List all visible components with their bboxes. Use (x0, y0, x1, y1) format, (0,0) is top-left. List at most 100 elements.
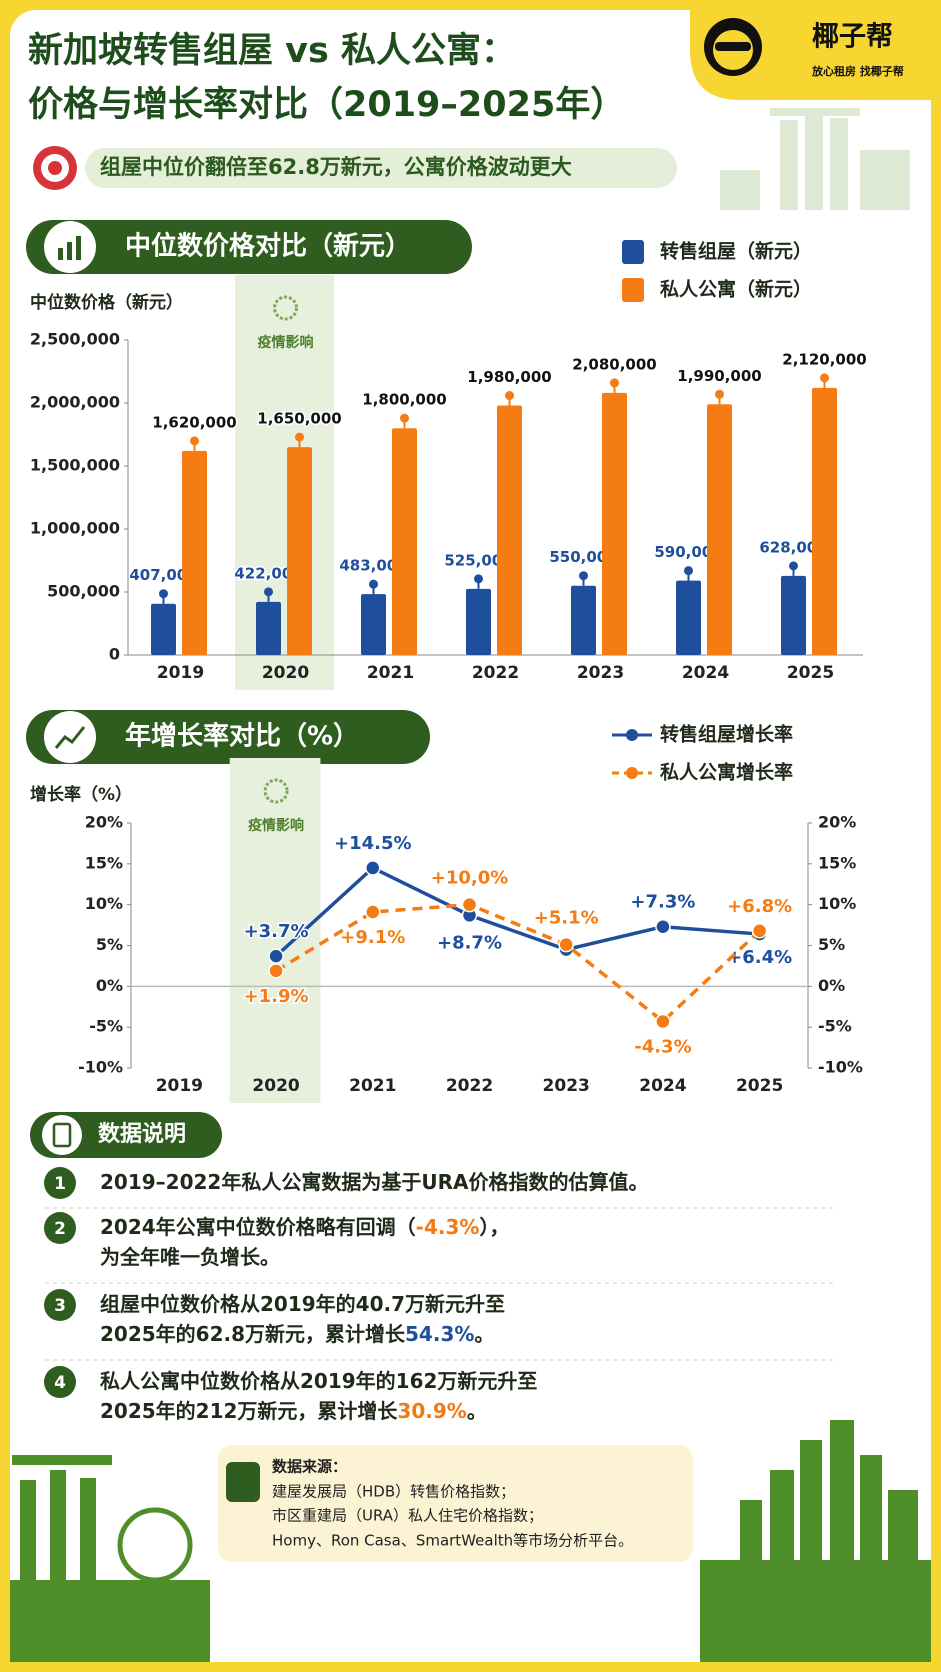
note-badge (44, 1289, 76, 1321)
section-icon (42, 1115, 82, 1155)
value-label: 1,650,000 (257, 410, 341, 428)
x-tick-label: 2023 (543, 1076, 590, 1096)
bar-cap (474, 574, 483, 584)
y-tick-label: -5% (89, 1017, 123, 1036)
note-segment: 。 (467, 1399, 487, 1423)
y-tick-label: 0 (109, 645, 120, 664)
y-tick-label: 2,000,000 (30, 393, 120, 412)
note-text: 2025年的212万新元，累计增长30.9%。 (100, 1399, 487, 1423)
point (365, 904, 381, 920)
bar-cap (159, 589, 168, 599)
line (275, 902, 761, 1024)
bar-cap (579, 571, 588, 581)
point (655, 918, 671, 935)
source-icon (226, 1462, 260, 1502)
value-label: 2,120,000 (782, 350, 866, 368)
bar (361, 594, 386, 655)
x-tick-label: 2024 (682, 663, 729, 683)
note-segment: 2025年的212万新元，累计增长 (100, 1399, 398, 1423)
note-text: 为全年唯一负增长。 (100, 1245, 280, 1269)
source-line: Homy、Ron Casa、SmartWealth等市场分析平台。 (272, 1532, 633, 1550)
y-tick-label: 1,000,000 (30, 519, 120, 538)
y2-tick-label: 20% (818, 813, 856, 832)
x-tick-label: 2025 (787, 663, 834, 683)
value-label: +6.8% (727, 896, 792, 917)
subtitle: 组屋中位价翻倍至62.8万新元，公寓价格波动更大 (100, 155, 572, 179)
y-tick-label: 0% (96, 976, 123, 995)
legend-swatch (622, 278, 644, 302)
bar-cap (820, 373, 829, 383)
annotation: 疫情影响 (258, 334, 314, 351)
section-title: 中位数价格对比（新元） (125, 231, 411, 262)
section-pill (26, 710, 430, 764)
section-icon-bars (58, 236, 81, 260)
note-text: 2025年的62.8万新元，累计增长54.3%。 (100, 1322, 494, 1346)
y-tick-label: 20% (85, 813, 123, 832)
y-tick-label: 2,500,000 (30, 330, 120, 349)
note-segment: 组屋中位数价格从2019年的40.7万新元升至 (100, 1292, 505, 1316)
legend-label: 私人公寓增长率 (660, 761, 793, 784)
x-tick-label: 2022 (472, 663, 519, 683)
x-tick-label: 2023 (577, 663, 624, 683)
bar (256, 601, 281, 655)
note-text: 组屋中位数价格从2019年的40.7万新元升至 (100, 1292, 505, 1316)
x-tick-label: 2024 (639, 1076, 686, 1096)
bar-cap (369, 579, 378, 589)
charts: 疫情影响 0 500,000 1,000,000 1,500,000 2,000,000 2… (30, 240, 868, 1103)
section-icon (44, 711, 96, 763)
note-highlight: -4.3% (416, 1215, 480, 1239)
note-badge (44, 1366, 76, 1398)
section-icon-line (54, 726, 86, 749)
value-label: +10,0% (431, 868, 509, 889)
value-label: 407,000 (129, 566, 197, 584)
y2-tick-label: 0% (818, 976, 845, 995)
value-label: +8.7% (437, 932, 502, 953)
y2-tick-label: 10% (818, 894, 856, 913)
title: 新加坡转售组屋 vs 私人公寓： (28, 31, 516, 71)
bar-cap (190, 436, 199, 446)
bar-cap (715, 389, 724, 399)
value-label: 628,000 (759, 538, 827, 556)
value-label: 525,000 (444, 551, 512, 569)
y-tick-label: 500,000 (47, 582, 120, 601)
note-highlight: 54.3% (405, 1322, 474, 1346)
source-title: 数据来源： (272, 1458, 347, 1476)
legend-dot (626, 729, 638, 741)
bar (392, 428, 417, 655)
value-label: 590,000 (654, 543, 722, 561)
x-tick-label: 2020 (262, 663, 309, 683)
annotation-icon (263, 778, 289, 804)
note-text: 2024年公寓中位数价格略有回调（-4.3%）， (100, 1215, 509, 1239)
note-number: 4 (54, 1373, 66, 1393)
target-icon (48, 161, 62, 175)
notes-title: 数据说明 (98, 1121, 186, 1147)
skyline-right (700, 1420, 931, 1662)
note-number: 3 (54, 1296, 66, 1316)
note-separators (45, 1207, 836, 1361)
y-tick-label: -10% (78, 1058, 123, 1077)
highlight-band (235, 275, 334, 690)
logo-glasses (715, 42, 751, 51)
source-line: 市区重建局（URA）私人住宅价格指数； (272, 1507, 543, 1525)
bar-cap (264, 587, 273, 597)
subtitle-bg (85, 148, 677, 188)
x-tick-label: 2020 (252, 1076, 299, 1096)
value-label: 483,000 (339, 557, 407, 575)
value-label: +1.9% (244, 986, 309, 1007)
slogan: 放心租房 找椰子帮 (811, 64, 904, 78)
line (274, 865, 760, 958)
note-segment: ）， (479, 1215, 509, 1239)
section-pill (26, 220, 472, 274)
y2-tick-label: -5% (818, 1017, 852, 1036)
value-label: -4.3% (634, 1036, 691, 1057)
y-axis-label: 中位数价格（新元） (30, 292, 183, 313)
legend-swatch (622, 240, 644, 264)
bar (571, 585, 596, 655)
note-number: 1 (54, 1174, 66, 1194)
point (268, 948, 284, 964)
section-icon-doc (52, 1122, 72, 1148)
note-segment: 。 (474, 1322, 494, 1346)
value-label: +14.5% (334, 833, 412, 854)
value-label: +7.3% (630, 892, 695, 913)
